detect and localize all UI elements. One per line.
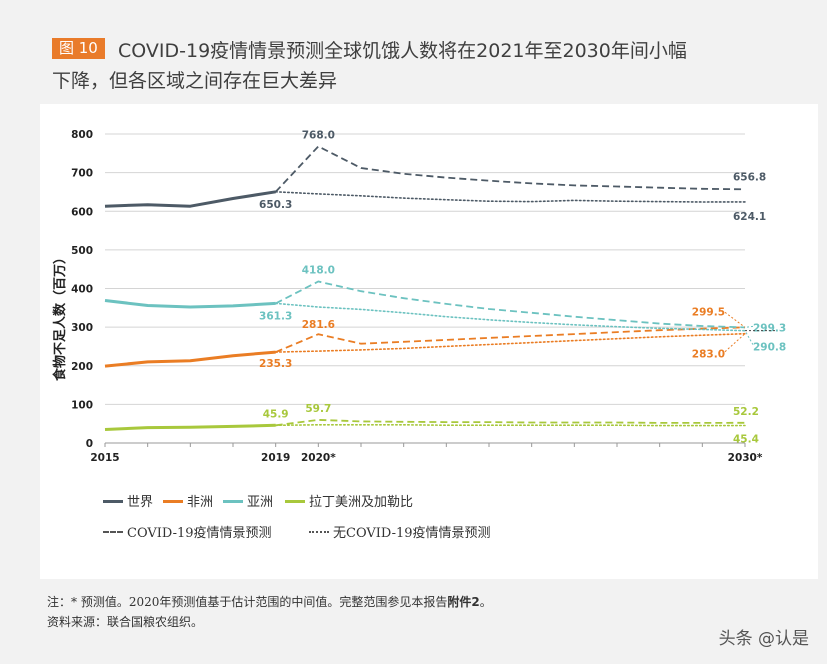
- line-world-nocovid: [274, 191, 746, 203]
- line-world-covid: [275, 145, 746, 193]
- source-note: 资料来源：联合国粮农组织。: [47, 615, 204, 629]
- line-latam-covid: [275, 418, 746, 427]
- line-latam-historical: [104, 423, 276, 431]
- x-tick-label: 2030*: [728, 452, 763, 464]
- legend-swatch-asia: [223, 500, 243, 503]
- line-world-historical: [104, 190, 276, 208]
- legend-label-africa: 非洲: [187, 495, 214, 510]
- series-lines: [104, 145, 746, 431]
- footnote-end: 。: [479, 595, 492, 609]
- label-leader-line: [744, 325, 754, 328]
- data-label-world: 656.8: [733, 171, 766, 183]
- legend-label-covid: COVID-19疫情情景预测: [127, 526, 272, 541]
- y-tick-label: 600: [71, 206, 93, 218]
- legend-swatch-covid: [103, 531, 123, 533]
- footnote: 注：* 预测值。2020年预测值基于估计范围的中间值。完整范围参见本报告附件2。: [47, 593, 492, 610]
- legend-swatch-nocovid: [309, 531, 329, 533]
- legend-label-asia: 亚洲: [247, 495, 274, 510]
- axes: 0 100 200 300 400 500 600 700 800 2015 2019 2020* 20…: [71, 129, 763, 464]
- figure-title-line1: COVID-19疫情情景预测全球饥饿人数将在2021年至2030年间小幅: [118, 40, 687, 62]
- figure-title-line2: 下降，但各区域之间存在巨大差异: [52, 70, 338, 92]
- footnote-annex-link: 附件2: [447, 595, 480, 609]
- line-africa-historical: [104, 350, 276, 368]
- y-axis-label: 食物不足人数（百万）: [52, 251, 68, 381]
- data-label-africa: 283.0: [692, 349, 725, 361]
- legend-swatch-world: [103, 500, 123, 503]
- line-asia-nocovid: [274, 302, 746, 332]
- legend-label-world: 世界: [127, 495, 154, 510]
- legend-swatch-africa: [163, 500, 183, 503]
- line-latam-nocovid: [274, 423, 746, 427]
- data-label-africa: 281.6: [302, 319, 335, 331]
- figure-badge: 图 10: [52, 38, 105, 59]
- y-tick-label: 0: [86, 438, 93, 450]
- y-tick-label: 200: [71, 361, 93, 373]
- legend-swatch-latam: [285, 500, 305, 503]
- data-label-world: 624.1: [733, 211, 766, 223]
- watermark: 头条 @认是: [718, 629, 809, 649]
- y-tick-label: 500: [71, 245, 93, 257]
- y-tick-label: 300: [71, 322, 93, 334]
- legend-label-latam: 拉丁美洲及加勒比: [309, 495, 414, 510]
- label-leader-line: [724, 333, 746, 353]
- data-label-asia: 418.0: [302, 265, 335, 277]
- y-tick-label: 800: [71, 129, 93, 141]
- data-label-latam: 45.4: [733, 433, 759, 445]
- line-asia-historical: [104, 299, 276, 309]
- y-tick-label: 700: [71, 168, 93, 180]
- y-tick-label: 400: [71, 284, 93, 296]
- footnote-text: 注：* 预测值。2020年预测值基于估计范围的中间值。完整范围参见本报告: [47, 595, 448, 609]
- y-tick-label: 100: [71, 399, 93, 411]
- data-label-africa: 235.3: [259, 358, 292, 370]
- data-label-world: 650.3: [259, 199, 292, 211]
- legend-label-nocovid: 无COVID-19疫情情景预测: [333, 526, 491, 541]
- data-label-africa: 299.5: [692, 306, 725, 318]
- x-tick-label: 2015: [90, 452, 119, 464]
- data-label-latam: 52.2: [733, 406, 759, 418]
- data-label-latam: 59.7: [305, 403, 331, 415]
- x-tick-label: 2019: [261, 452, 290, 464]
- label-leader-line: [744, 330, 754, 345]
- data-label-latam: 45.9: [263, 408, 289, 420]
- line-africa-nocovid: [274, 332, 746, 353]
- data-label-asia: 361.3: [259, 310, 292, 322]
- line-africa-covid: [275, 326, 746, 353]
- label-leader-line: [724, 311, 746, 328]
- data-label-asia: 299.3: [753, 322, 786, 334]
- x-tick-label: 2020*: [301, 452, 336, 464]
- data-label-world: 768.0: [302, 129, 335, 141]
- data-labels: 768.0 650.3 656.8 624.1 418.0 361.3 299.3 290.8…: [259, 129, 786, 445]
- grid-lines: [105, 133, 745, 405]
- title-band: 图 10 COVID-19疫情情景预测全球饥饿人数将在2021年至2030年间小…: [0, 0, 827, 103]
- data-label-asia: 290.8: [753, 342, 786, 354]
- line-asia-covid: [275, 280, 746, 329]
